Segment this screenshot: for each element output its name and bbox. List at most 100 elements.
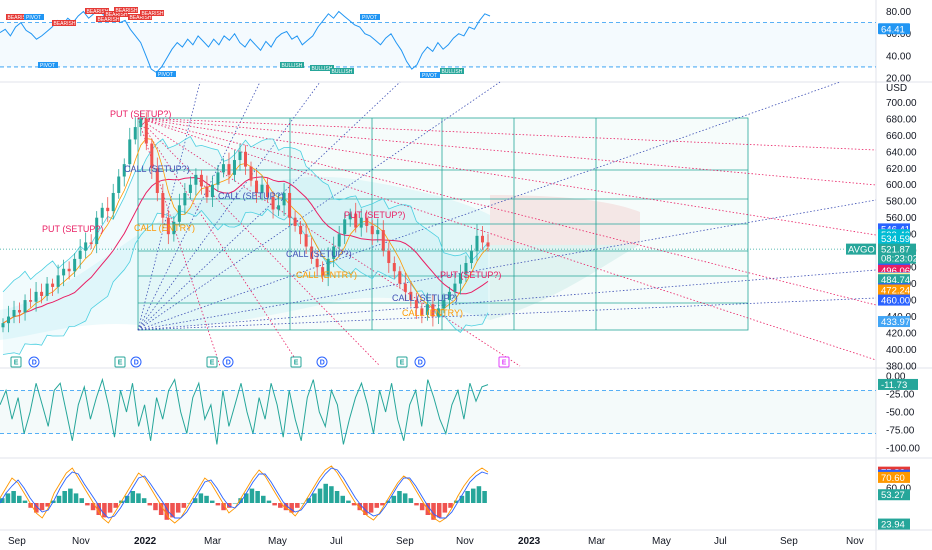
setup-annotation: PUT (SETUP?) xyxy=(440,270,501,280)
price-y-tick: 660.00 xyxy=(886,131,917,142)
price-tag-label: 484.74 xyxy=(881,275,910,286)
earnings-event-icon[interactable] xyxy=(498,356,510,368)
histogram-bar xyxy=(226,503,232,508)
pivot-tag-label: PIVOT xyxy=(362,15,377,21)
rsi-y-tick: 60.00 xyxy=(886,29,911,40)
price-tag-label: 472.24 xyxy=(881,286,910,297)
histogram-bar xyxy=(68,488,73,503)
candle-body xyxy=(447,291,451,301)
dividend-event-icon[interactable] xyxy=(130,356,142,368)
price-tag xyxy=(878,264,910,276)
candle-body xyxy=(255,180,259,193)
fan-line-up xyxy=(137,297,877,331)
histogram-bar xyxy=(181,503,187,508)
price-y-tick: 600.00 xyxy=(886,180,917,191)
bearish-tag xyxy=(6,14,30,20)
histogram-bar xyxy=(22,500,28,503)
event-label: E xyxy=(400,360,405,367)
time-tick: May xyxy=(652,536,671,547)
bullish-tag-label: BULLISH xyxy=(442,69,463,75)
candle-body xyxy=(464,263,468,274)
price-tag-label: 460.00 xyxy=(881,296,910,307)
williams-r-panel[interactable]: 0.00 -25.00 -50.00 -75.00 -100.00 -11.73 xyxy=(0,372,920,455)
histogram-bar xyxy=(465,491,470,503)
histogram-bar xyxy=(266,500,272,503)
earnings-event-icon[interactable] xyxy=(114,356,126,368)
bar-countdown: 08:23:02 xyxy=(881,254,918,265)
pivot-tag xyxy=(420,72,440,78)
candle-body xyxy=(221,164,225,173)
fan-line-up xyxy=(137,81,321,331)
time-tick: Jul xyxy=(330,536,343,547)
histogram-bar xyxy=(351,503,357,506)
histogram-bar xyxy=(459,495,465,503)
histogram-bar xyxy=(363,503,368,515)
rsi-panel[interactable]: BEARISHBEARISHBEARISHBEARISHBEARISHBEARI… xyxy=(0,7,911,85)
candle-body xyxy=(100,207,104,218)
candle-body xyxy=(442,300,446,309)
setup-annotation: PUT (SETUP?) xyxy=(42,224,103,234)
fan-line-up xyxy=(137,269,877,331)
candle-body xyxy=(78,250,82,259)
histogram-bar xyxy=(221,503,226,511)
dividend-event-icon[interactable] xyxy=(414,356,426,368)
candle-body xyxy=(51,283,55,287)
time-tick: Sep xyxy=(396,536,414,547)
histogram-bar xyxy=(357,503,363,511)
earnings-event-icon[interactable] xyxy=(206,356,218,368)
histogram-bar xyxy=(34,503,39,513)
fan-line-down xyxy=(137,117,877,306)
candle-body xyxy=(84,242,88,251)
dividend-event-icon[interactable] xyxy=(316,356,328,368)
histogram-bar xyxy=(300,503,306,504)
time-axis: Sep Nov 2022 Mar May Jul Sep Nov 2023 Mar May Jul Se… xyxy=(8,536,864,547)
price-tag xyxy=(878,233,910,245)
fan-line-up xyxy=(137,199,877,331)
earnings-event-icon[interactable] xyxy=(290,356,302,368)
earnings-event-icon[interactable] xyxy=(396,356,408,368)
candle-body xyxy=(266,184,270,198)
stochastic-tag xyxy=(878,518,910,530)
candle-body xyxy=(106,207,110,212)
last-price: 521.87 xyxy=(881,245,910,256)
bearish-tag xyxy=(128,14,152,20)
candle-body xyxy=(117,176,121,193)
candle-body xyxy=(431,304,435,317)
histogram-bar xyxy=(329,486,334,503)
dividend-event-icon[interactable] xyxy=(222,356,234,368)
projection-zone-red xyxy=(490,195,640,245)
dividend-event-icon[interactable] xyxy=(28,356,40,368)
williams-r-current-value: -11.73 xyxy=(881,380,907,391)
histogram-bar xyxy=(470,488,476,503)
williams-r-y-tick: -50.00 xyxy=(886,408,915,419)
bollinger-upper xyxy=(2,135,489,293)
histogram-bar xyxy=(17,495,22,503)
candle-body xyxy=(486,242,490,247)
candle-body xyxy=(111,192,115,212)
price-panel[interactable]: PUT (SETUP?) PUT (SETUP?) CALL (SETUP?) CAL… xyxy=(0,81,918,373)
candle-body xyxy=(177,205,181,222)
candle-body xyxy=(332,246,336,259)
candle-body xyxy=(469,250,473,264)
event-label: E xyxy=(294,360,299,367)
time-tick: 2023 xyxy=(518,536,541,547)
histogram-bar xyxy=(73,493,79,503)
candle-body xyxy=(414,300,418,309)
candle-body xyxy=(139,118,143,128)
bollinger-lower xyxy=(2,208,489,355)
candle-body xyxy=(321,267,325,276)
rsi-line xyxy=(0,8,491,74)
earnings-event-icon[interactable] xyxy=(10,356,22,368)
price-tag xyxy=(878,223,910,235)
histogram-bar xyxy=(431,503,436,520)
event-label: E xyxy=(14,360,19,367)
candle-body xyxy=(18,309,22,313)
candle-body xyxy=(216,172,220,185)
candle-body xyxy=(40,291,44,296)
fan-line-up xyxy=(137,81,201,331)
candle-body xyxy=(238,151,242,161)
pivot-tag-label: PIVOT xyxy=(26,15,41,21)
